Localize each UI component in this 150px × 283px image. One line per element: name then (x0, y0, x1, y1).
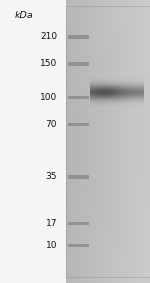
FancyBboxPatch shape (68, 175, 89, 179)
Text: 150: 150 (40, 59, 57, 68)
Text: kDa: kDa (15, 11, 34, 20)
Text: 100: 100 (40, 93, 57, 102)
Text: 70: 70 (45, 120, 57, 129)
Bar (66, 6, 150, 277)
FancyBboxPatch shape (68, 35, 89, 38)
FancyBboxPatch shape (68, 62, 89, 65)
FancyBboxPatch shape (68, 243, 89, 247)
FancyBboxPatch shape (68, 96, 89, 99)
FancyBboxPatch shape (68, 222, 89, 225)
Text: 210: 210 (40, 32, 57, 41)
Text: 10: 10 (45, 241, 57, 250)
FancyBboxPatch shape (68, 123, 89, 126)
Text: 35: 35 (45, 172, 57, 181)
Text: 17: 17 (45, 219, 57, 228)
